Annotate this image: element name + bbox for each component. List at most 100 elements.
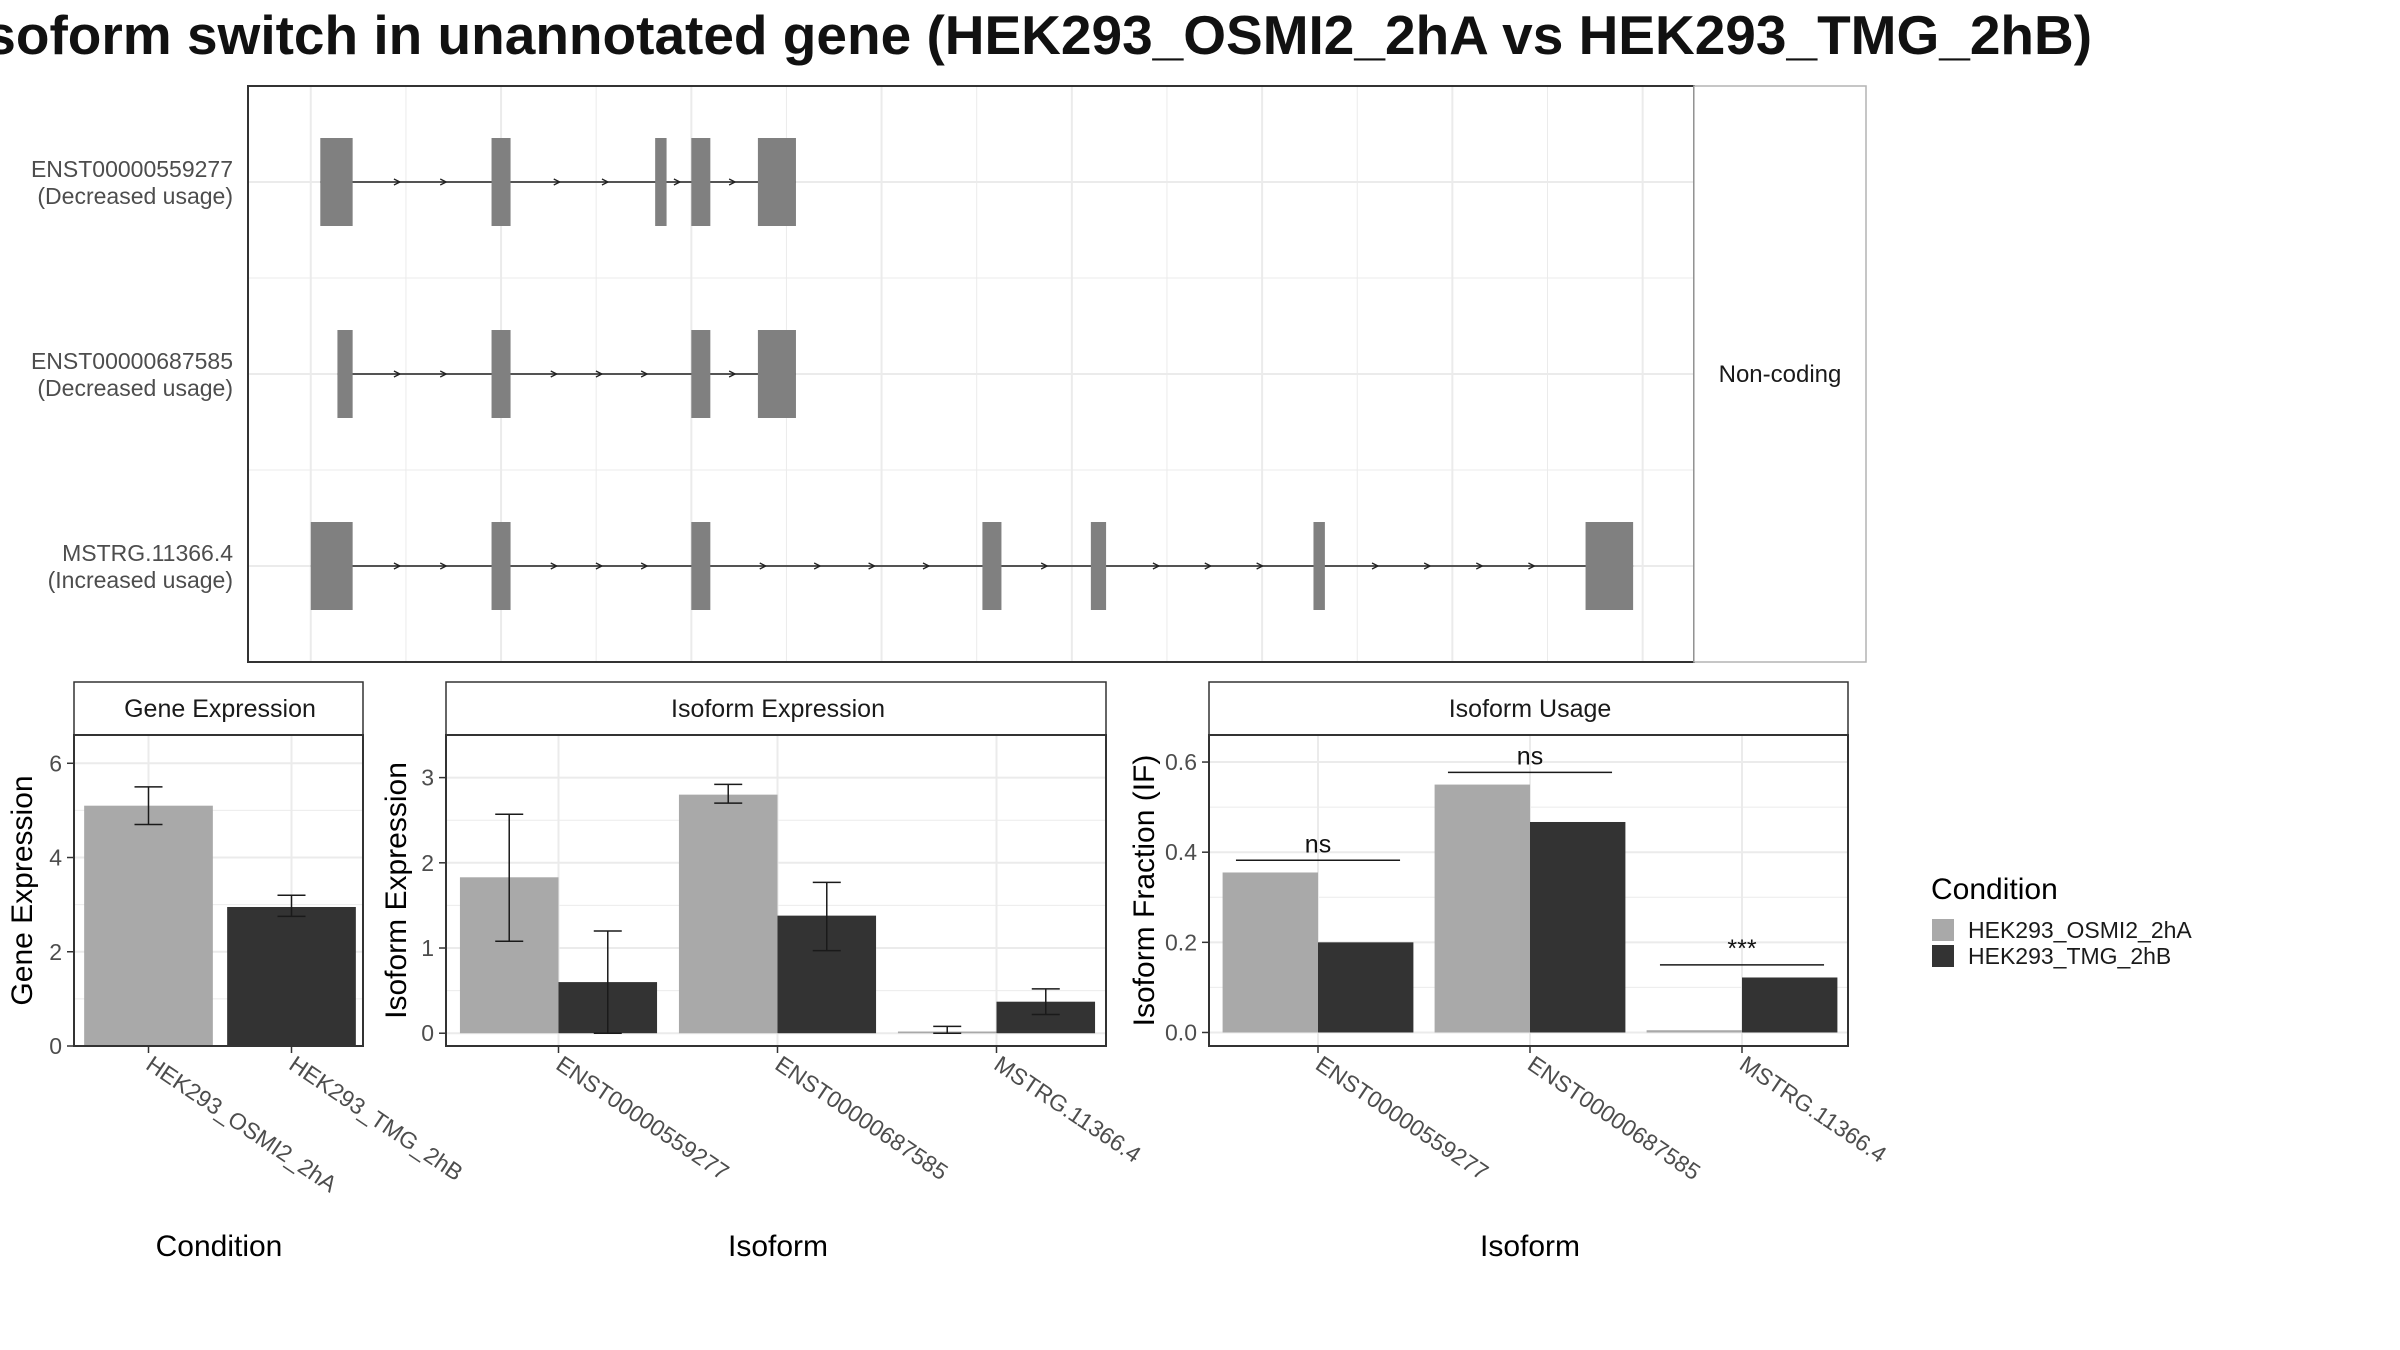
panel-strip <box>73 681 364 736</box>
significance-label: ns <box>1305 830 1331 858</box>
exon-block <box>491 138 511 226</box>
intron-direction-arrow <box>640 370 649 378</box>
intron-direction-arrow <box>759 562 768 570</box>
exon-block <box>491 330 511 418</box>
intron-direction-arrow <box>439 178 448 186</box>
y-tick-label: 3 <box>421 765 434 791</box>
panel-strip <box>1208 681 1849 736</box>
intron-direction-arrow <box>1371 562 1380 570</box>
bar-osmi <box>1222 872 1318 1033</box>
exon-block <box>1090 522 1107 610</box>
bar-osmi <box>84 805 213 1046</box>
intron-direction-arrow <box>1040 562 1049 570</box>
y-tick-label: 4 <box>49 845 62 871</box>
track-label-transcript: ENST00000687585 <box>31 348 233 374</box>
exon-block <box>655 138 667 226</box>
intron-direction-arrow <box>601 178 610 186</box>
intron-direction-arrow <box>439 562 448 570</box>
panel-strip-label: Isoform Usage <box>1449 695 1612 723</box>
y-axis-title: Isoform Fraction (IF) <box>1128 755 1161 1027</box>
y-tick-label: 0.4 <box>1165 839 1197 865</box>
exon-block <box>1313 522 1325 610</box>
x-tick-label: ENST00000559277 <box>1311 1051 1493 1186</box>
x-axis-title: Isoform <box>1480 1230 1580 1263</box>
panel-border <box>73 734 364 1047</box>
y-tick-label: 0.2 <box>1165 929 1197 955</box>
exon-block <box>491 522 511 610</box>
x-tick-label: ENST00000687585 <box>1523 1051 1705 1186</box>
intron-direction-arrow <box>439 370 448 378</box>
panel-border <box>445 734 1107 1047</box>
y-tick-label: 1 <box>421 935 434 961</box>
track-label-usage: (Decreased usage) <box>37 183 233 209</box>
y-tick-label: 2 <box>49 939 62 965</box>
panel-strip-label: Gene Expression <box>124 695 316 723</box>
y-axis-title: Isoform Expression <box>380 762 413 1019</box>
intron-direction-arrow <box>553 178 562 186</box>
intron-direction-arrow <box>550 370 559 378</box>
bar-tmg <box>227 906 356 1046</box>
intron-direction-arrow <box>595 562 604 570</box>
intron-direction-arrow <box>393 178 402 186</box>
exon-block <box>691 138 711 226</box>
track-label-usage: (Decreased usage) <box>37 375 233 401</box>
y-tick-label: 0.0 <box>1165 1019 1197 1045</box>
facet-label: Non-coding <box>1719 361 1842 388</box>
legend-label: HEK293_OSMI2_2hA <box>1968 917 2192 943</box>
legend-swatch-osmi <box>1932 919 1954 941</box>
exon-block <box>691 522 711 610</box>
x-tick-label: MSTRG.11366.4 <box>990 1051 1146 1168</box>
exon-block <box>320 138 353 226</box>
exon-block <box>1585 522 1634 610</box>
intron-direction-arrow <box>673 178 682 186</box>
intron-direction-arrow <box>1475 562 1484 570</box>
intron-direction-arrow <box>640 562 649 570</box>
y-tick-label: 0.6 <box>1165 749 1197 775</box>
panel-strip-label: Isoform Expression <box>671 695 885 723</box>
exon-block <box>310 522 353 610</box>
intron-direction-arrow <box>922 562 931 570</box>
exon-block <box>757 330 796 418</box>
bar-tmg <box>1318 942 1414 1033</box>
facet-strip-right <box>1693 85 1867 663</box>
significance-label: ns <box>1517 742 1543 770</box>
exon-block <box>337 330 353 418</box>
x-tick-label: MSTRG.11366.4 <box>1735 1051 1891 1168</box>
x-axis-title: Condition <box>156 1230 283 1263</box>
intron-direction-arrow <box>595 370 604 378</box>
x-axis-title: Isoform <box>728 1230 828 1263</box>
bar-tmg <box>1742 977 1838 1033</box>
exon-block <box>691 330 711 418</box>
legend-title: Condition <box>1931 873 2058 906</box>
legend-swatch-tmg <box>1932 945 1954 967</box>
x-tick-label: ENST00000559277 <box>552 1051 734 1186</box>
intron-direction-arrow <box>1528 562 1536 570</box>
intron-direction-arrow <box>868 562 877 570</box>
track-label-transcript: MSTRG.11366.4 <box>62 540 233 566</box>
x-tick-label: ENST00000687585 <box>771 1051 953 1186</box>
y-tick-label: 2 <box>421 850 434 876</box>
intron-direction-arrow <box>1204 562 1213 570</box>
chart-title: Isoform switch in unannotated gene (HEK2… <box>0 4 2093 66</box>
intron-direction-arrow <box>1256 562 1265 570</box>
y-tick-label: 0 <box>49 1033 62 1059</box>
intron-direction-arrow <box>1423 562 1432 570</box>
intron-direction-arrow <box>728 370 737 378</box>
bar-tmg <box>1530 821 1626 1033</box>
y-tick-label: 0 <box>421 1020 434 1046</box>
intron-direction-arrow <box>393 562 402 570</box>
exon-block <box>982 522 1002 610</box>
intron-direction-arrow <box>550 562 559 570</box>
exon-block <box>757 138 796 226</box>
intron-direction-arrow <box>393 370 402 378</box>
intron-direction-arrow <box>1152 562 1161 570</box>
y-tick-label: 6 <box>49 750 62 776</box>
bar-osmi <box>678 794 778 1034</box>
track-label-usage: (Increased usage) <box>48 567 233 593</box>
intron-direction-arrow <box>728 178 737 186</box>
bar-osmi <box>1646 1030 1742 1033</box>
y-axis-title: Gene Expression <box>6 775 39 1005</box>
panel-border <box>1208 734 1849 1047</box>
intron-direction-arrow <box>813 562 822 570</box>
